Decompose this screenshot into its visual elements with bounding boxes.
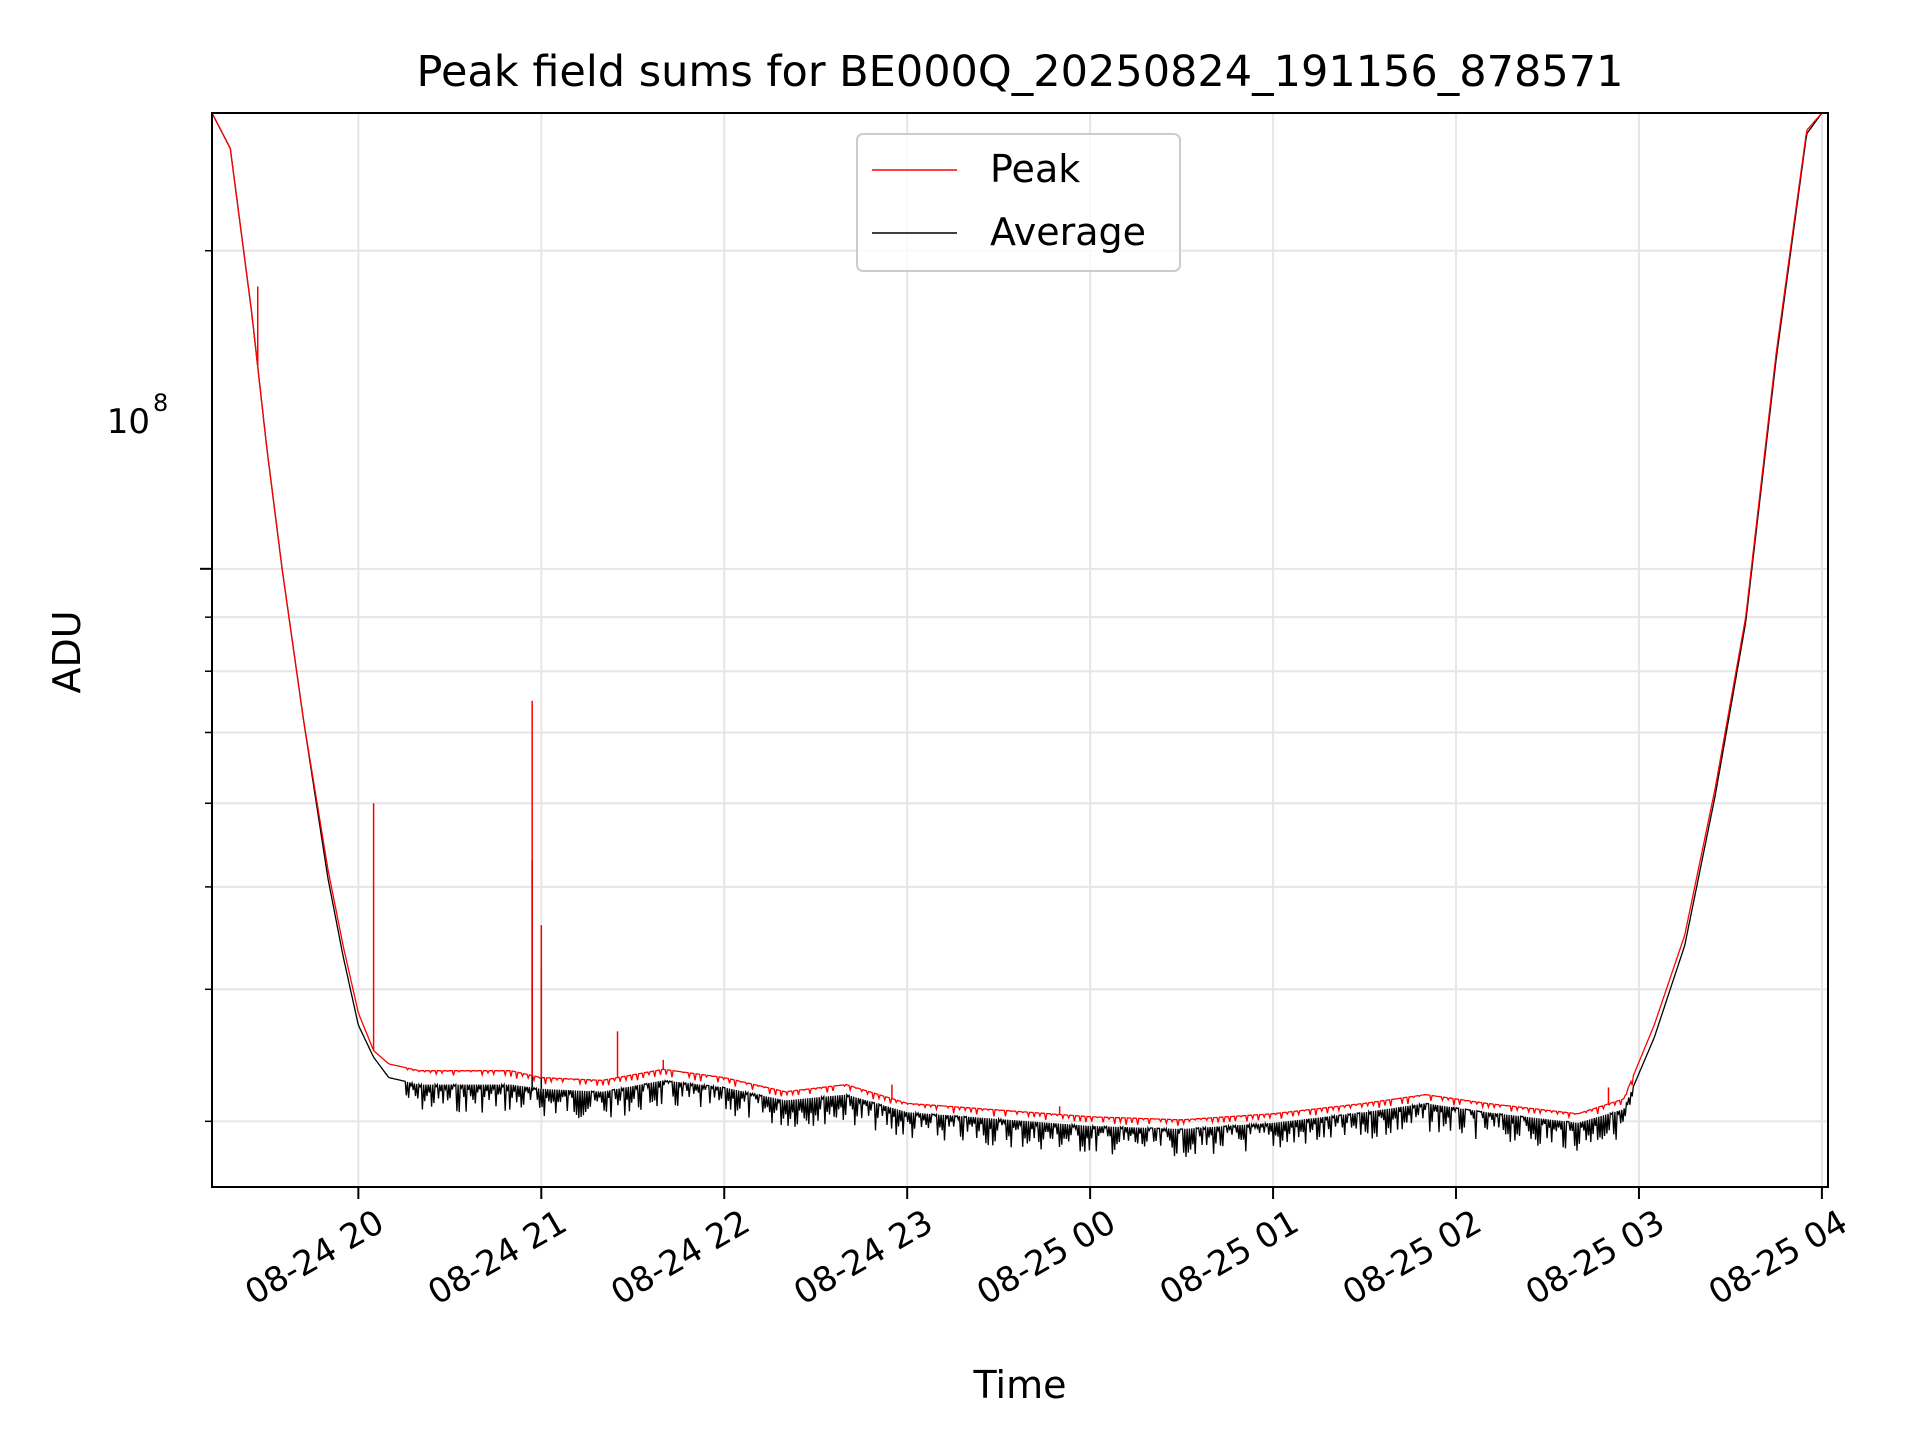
plot-lines xyxy=(212,113,1823,1158)
series-line-peak xyxy=(212,113,1823,1126)
legend-label-peak: Peak xyxy=(990,147,1080,191)
y-axis-label: ADU xyxy=(45,610,89,693)
legend-box xyxy=(856,133,1181,272)
y-tick-label-exponent: 8 xyxy=(153,389,168,417)
x-axis-label: Time xyxy=(973,1363,1067,1407)
legend: Peak Average xyxy=(856,133,1181,272)
chart-title: Peak field sums for BE000Q_20250824_1911… xyxy=(417,47,1624,97)
series-line-average xyxy=(212,113,1823,1158)
y-tick-label-base: 10 xyxy=(107,402,150,442)
legend-label-average: Average xyxy=(990,210,1146,254)
plot-frame xyxy=(211,112,1829,1188)
